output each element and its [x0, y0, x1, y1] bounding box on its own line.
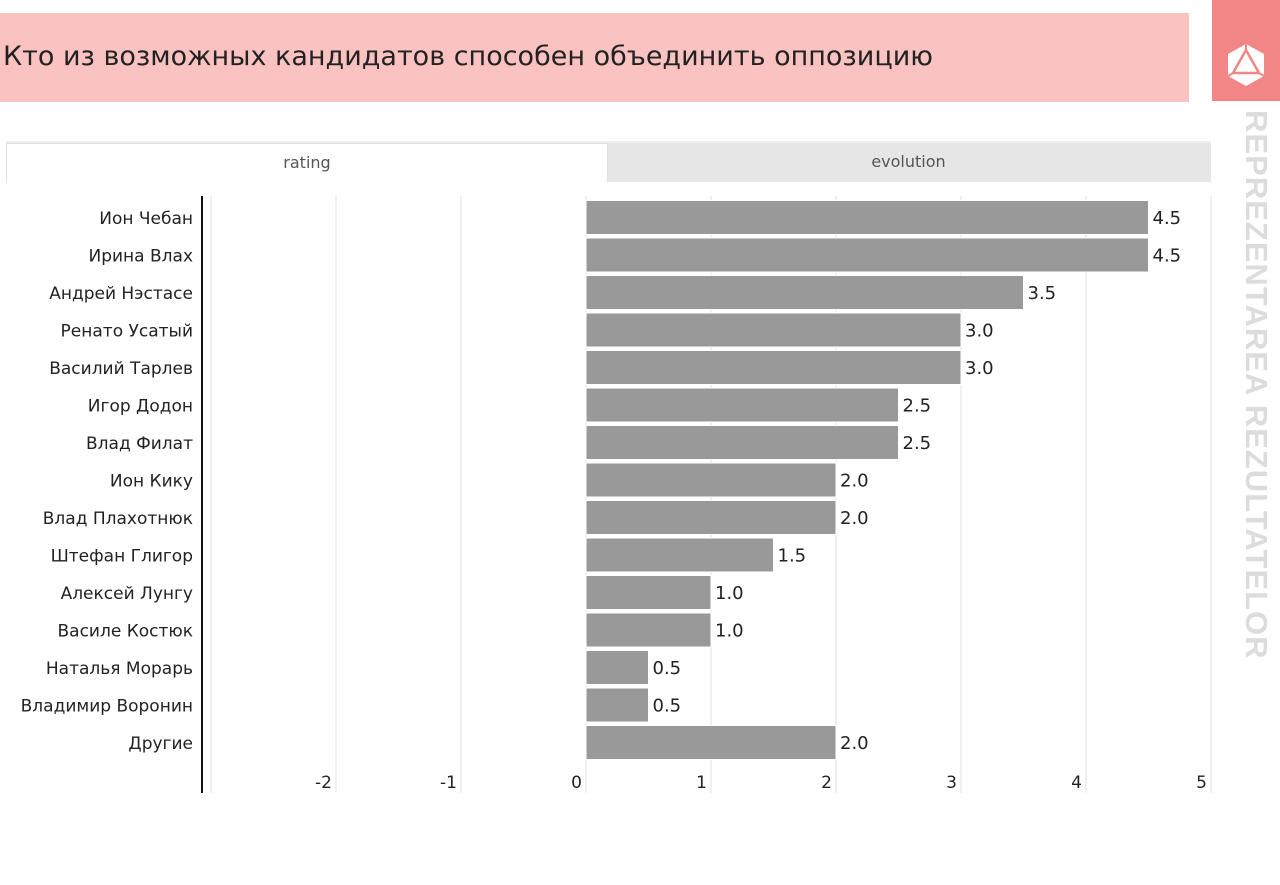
data-label: 2.5 — [903, 433, 932, 454]
bar — [585, 275, 1024, 310]
bar — [585, 425, 899, 460]
data-label: 3.0 — [965, 358, 994, 379]
data-label: 0.5 — [653, 695, 682, 716]
brand-vertical-text: REPREZENTAREA REZULTATELOR — [1239, 110, 1274, 660]
category-label: Игор Додон — [88, 396, 193, 416]
d20-icon — [1227, 44, 1265, 86]
data-label: 3.5 — [1028, 283, 1057, 304]
x-tick-label: 3 — [946, 773, 957, 793]
x-tick-label: 2 — [821, 773, 832, 793]
category-label: Наталья Морарь — [46, 659, 193, 679]
category-label: Василий Тарлев — [49, 359, 193, 379]
tab-evolution[interactable]: evolution — [871, 152, 946, 171]
title-bar: Кто из возможных кандидатов способен объ… — [0, 13, 1189, 102]
category-label: Ион Кику — [110, 471, 193, 491]
category-label: Алексей Лунгу — [61, 584, 193, 604]
bar — [585, 462, 837, 498]
category-label: Андрей Нэстасе — [49, 284, 193, 304]
category-label: Ренато Усатый — [61, 321, 193, 341]
bar — [585, 725, 837, 760]
data-label: 4.5 — [1153, 245, 1182, 266]
category-label: Ион Чебан — [99, 209, 193, 229]
data-label: 1.0 — [715, 620, 744, 641]
data-label: 0.5 — [653, 658, 682, 679]
data-label: 4.5 — [1153, 208, 1182, 229]
bar — [585, 537, 774, 573]
data-label: 2.0 — [840, 508, 869, 529]
data-label: 1.5 — [778, 545, 807, 566]
category-label: Ирина Влах — [89, 246, 194, 266]
bar — [585, 312, 962, 348]
bar — [585, 350, 962, 385]
bar — [585, 200, 1149, 235]
data-label: 3.0 — [965, 320, 994, 341]
tab-bar: rating evolution — [6, 141, 1211, 182]
bar — [585, 500, 837, 535]
category-label: Владимир Воронин — [21, 696, 193, 716]
x-tick-label: -1 — [440, 773, 457, 793]
logo — [1212, 0, 1280, 101]
category-label: Влад Филат — [86, 434, 193, 454]
category-label: Василе Костюк — [57, 621, 193, 641]
data-label: 1.0 — [715, 583, 744, 604]
page-title: Кто из возможных кандидатов способен объ… — [3, 41, 933, 72]
bar — [585, 237, 1149, 273]
tab-rating[interactable]: rating — [6, 143, 608, 182]
x-tick-label: 5 — [1196, 773, 1207, 793]
category-label: Другие — [128, 734, 193, 754]
bar — [585, 612, 712, 648]
bar — [585, 387, 899, 423]
x-tick-label: 4 — [1071, 773, 1082, 793]
bar — [585, 687, 649, 723]
bar — [585, 575, 712, 610]
data-label: 2.0 — [840, 733, 869, 754]
category-label: Штефан Глигор — [51, 546, 193, 566]
data-label: 2.5 — [903, 395, 932, 416]
data-label: 2.0 — [840, 470, 869, 491]
x-tick-label: -2 — [315, 773, 332, 793]
x-tick-label: 0 — [571, 773, 582, 793]
bar — [585, 650, 649, 685]
category-label: Влад Плахотнюк — [43, 509, 193, 529]
x-tick-label: 1 — [696, 773, 707, 793]
